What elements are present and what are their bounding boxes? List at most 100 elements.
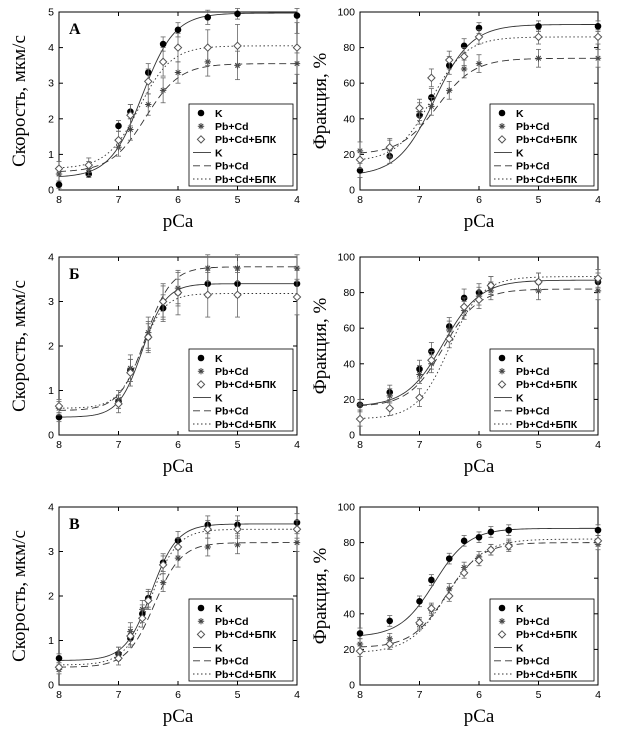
- fit-curve: [58, 266, 297, 411]
- data-point: [416, 598, 423, 605]
- legend-label: K: [516, 603, 524, 615]
- y-tick-label: 100: [337, 7, 355, 19]
- data-point: [233, 524, 242, 534]
- data-point: [55, 181, 63, 188]
- data-point: [427, 355, 436, 365]
- data-point: [145, 101, 152, 108]
- legend-marker: [498, 354, 506, 362]
- y-tick-label: 4: [48, 252, 54, 264]
- data-point: [416, 371, 423, 378]
- x-tick-label: 5: [235, 194, 241, 206]
- y-tick-label: 20: [343, 644, 355, 656]
- data-point: [158, 297, 168, 306]
- y-tick-label: 0: [48, 680, 54, 692]
- data-point: [173, 542, 183, 552]
- data-point: [158, 560, 168, 570]
- data-point: [504, 541, 514, 551]
- y-tick-label: 40: [343, 113, 355, 125]
- data-point: [204, 543, 211, 551]
- x-tick-label: 7: [116, 194, 122, 206]
- legend-label: Pb+Cd: [215, 161, 249, 173]
- x-tick-label: 6: [175, 689, 181, 701]
- legend-label: Pb+Cd+БПК: [516, 134, 578, 146]
- y-tick-label: 2: [48, 113, 54, 125]
- data-point: [594, 287, 602, 295]
- x-tick-label: 5: [536, 194, 542, 206]
- y-axis-title: Скорость, мкм/с: [9, 35, 30, 167]
- x-tick-label: 8: [56, 194, 62, 206]
- legend-label: Pb+Cd+БПК: [516, 174, 578, 186]
- data-point: [486, 545, 496, 555]
- x-tick-label: 7: [116, 439, 122, 451]
- data-point: [54, 662, 64, 672]
- data-point: [385, 142, 395, 152]
- data-point: [535, 22, 542, 30]
- legend-label: K: [215, 353, 223, 365]
- data-point: [293, 60, 301, 67]
- data-point: [126, 368, 135, 378]
- legend-marker: [498, 618, 506, 625]
- data-point: [115, 122, 122, 130]
- legend-label: K: [516, 353, 524, 365]
- data-series: [54, 24, 302, 177]
- legend-label: Pb+Cd+БПК: [215, 174, 277, 186]
- data-point: [534, 277, 543, 287]
- data-point: [143, 596, 153, 605]
- y-tick-label: 2: [48, 341, 54, 353]
- legend-marker: [197, 604, 205, 612]
- legend-marker: [497, 380, 507, 389]
- data-point: [356, 630, 364, 637]
- x-tick-label: 7: [417, 689, 423, 701]
- panel-label: А: [69, 21, 81, 38]
- y-axis-title: Фракция, %: [310, 298, 331, 395]
- data-point: [234, 541, 241, 549]
- legend-marker: [497, 630, 507, 639]
- x-tick-label: 5: [536, 689, 542, 701]
- data-series: [355, 535, 603, 657]
- legend-label: Pb+Cd: [215, 406, 249, 418]
- data-point: [114, 399, 123, 409]
- legend-label: Pb+Cd+БПК: [215, 379, 277, 391]
- x-tick-label: 4: [294, 689, 300, 701]
- y-tick-label: 0: [349, 430, 355, 442]
- legend-marker: [196, 135, 206, 144]
- data-point: [293, 539, 301, 546]
- x-tick-label: 6: [175, 194, 181, 206]
- fit-curve: [359, 57, 598, 154]
- y-tick-label: 40: [343, 608, 355, 620]
- y-tick-label: 0: [349, 185, 355, 197]
- data-point: [174, 554, 182, 562]
- data-point: [204, 14, 212, 21]
- legend-label: Pb+Cd: [516, 366, 550, 378]
- data-point: [593, 32, 603, 42]
- data-series: [356, 524, 602, 640]
- data-point: [459, 52, 469, 61]
- data-point: [127, 126, 134, 133]
- x-tick-label: 7: [116, 689, 122, 701]
- data-point: [415, 393, 424, 402]
- data-point: [292, 292, 302, 302]
- data-point: [84, 160, 94, 170]
- y-tick-label: 3: [48, 296, 54, 308]
- x-tick-label: 4: [595, 194, 601, 206]
- x-axis-title: pCa: [464, 706, 495, 727]
- legend-box: [188, 103, 294, 187]
- y-tick-label: 4: [48, 502, 54, 514]
- data-point: [292, 43, 302, 52]
- y-tick-label: 4: [48, 42, 54, 54]
- y-tick-label: 80: [343, 287, 355, 299]
- legend-box: [188, 348, 294, 432]
- legend-label: Pb+Cd: [516, 161, 550, 173]
- data-point: [143, 77, 153, 86]
- legend-label: Pb+Cd: [516, 406, 550, 418]
- data-point: [535, 55, 542, 62]
- legend-label: K: [215, 642, 223, 654]
- data-point: [114, 135, 123, 145]
- legend-label: K: [215, 603, 223, 615]
- y-tick-label: 1: [48, 635, 54, 647]
- x-tick-label: 4: [595, 689, 601, 701]
